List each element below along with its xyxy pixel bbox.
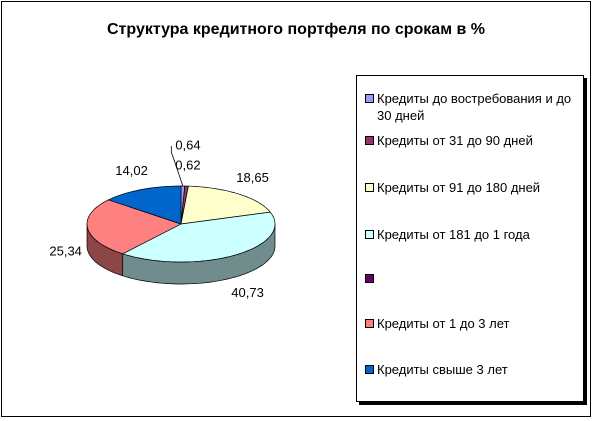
legend-swatch xyxy=(365,183,374,192)
data-label: 25,34 xyxy=(49,244,82,259)
legend-entry: Кредиты от 91 до 180 дней xyxy=(365,179,581,196)
chart-title: Структура кредитного портфеля по срокам … xyxy=(107,21,485,38)
data-label: 0,64 xyxy=(175,137,200,152)
legend-label: Кредиты от 1 до 3 лет xyxy=(377,316,510,331)
legend-entry: Кредиты до востребования и до 30 дней xyxy=(365,90,581,124)
slice xyxy=(86,199,182,255)
legend-swatch xyxy=(365,136,374,145)
data-label: 40,73 xyxy=(231,285,264,300)
slice xyxy=(180,185,271,225)
data-label: 18,65 xyxy=(236,170,269,185)
legend-label: Кредиты от 181 до 1 года xyxy=(377,227,530,242)
legend-label: Кредиты от 31 до 90 дней xyxy=(377,133,533,148)
legend-swatch xyxy=(365,365,374,374)
legend-entry: Кредиты от 181 до 1 года xyxy=(365,226,581,243)
leader-line xyxy=(170,146,184,187)
legend-swatch xyxy=(365,274,374,283)
slice xyxy=(107,185,182,225)
legend-swatch xyxy=(365,319,374,328)
data-label: 14,02 xyxy=(115,163,148,178)
legend: Кредиты до востребования и до 30 дней Кре… xyxy=(356,75,584,402)
legend-entry: Кредиты от 31 до 90 дней xyxy=(365,132,581,149)
legend-label: Кредиты до востребования и до 30 дней xyxy=(377,91,572,123)
slice xyxy=(121,211,276,263)
legend-entry: Кредиты свыше 3 лет xyxy=(365,361,581,378)
data-label: 0,62 xyxy=(175,158,200,173)
legend-label: Кредиты от 91 до 180 дней xyxy=(377,180,541,195)
legend-swatch xyxy=(365,230,374,239)
legend-entry: Кредиты от 1 до 3 лет xyxy=(365,315,581,332)
legend-label: Кредиты свыше 3 лет xyxy=(377,362,508,377)
legend-swatch xyxy=(365,94,374,103)
